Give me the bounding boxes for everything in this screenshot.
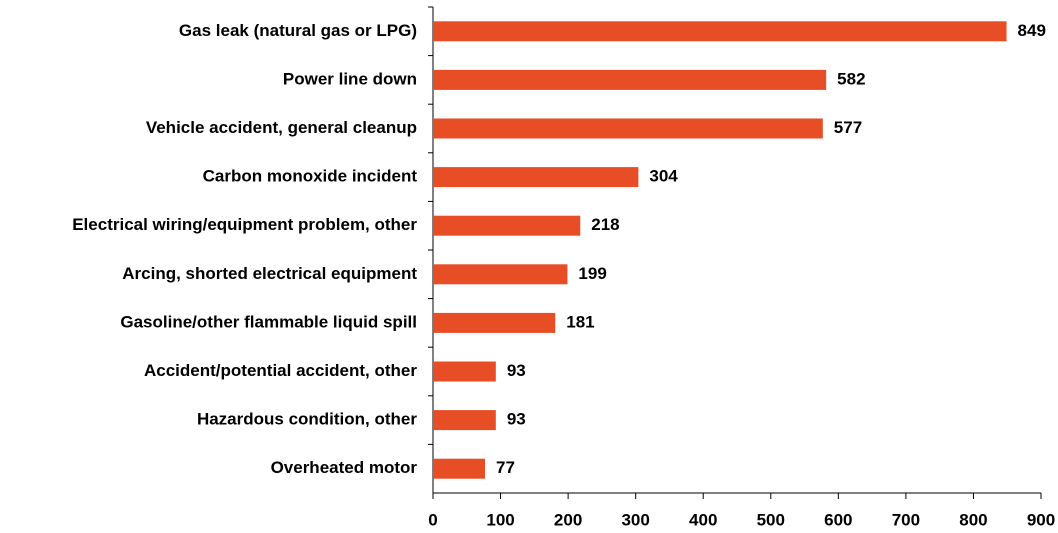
x-tick-label: 300 (621, 510, 649, 529)
y-tick-label: Power line down (283, 69, 417, 88)
y-tick-label: Overheated motor (271, 458, 418, 477)
bar (433, 69, 827, 90)
x-tick-label: 200 (554, 510, 582, 529)
y-tick-label: Vehicle accident, general cleanup (146, 118, 417, 137)
x-tick-label: 100 (486, 510, 514, 529)
bar (433, 215, 581, 236)
value-label: 181 (566, 312, 594, 331)
y-tick-label: Gasoline/other flammable liquid spill (120, 312, 417, 331)
bar (433, 167, 639, 188)
bar (433, 312, 556, 333)
y-tick-label: Carbon monoxide incident (203, 167, 418, 186)
x-tick-label: 800 (959, 510, 987, 529)
bar (433, 361, 496, 382)
value-label: 93 (507, 410, 526, 429)
value-label: 218 (591, 215, 619, 234)
x-tick-label: 400 (689, 510, 717, 529)
y-tick-label: Gas leak (natural gas or LPG) (179, 21, 417, 40)
bar (433, 410, 496, 431)
value-label: 199 (578, 264, 606, 283)
bar (433, 264, 568, 285)
x-tick-label: 700 (892, 510, 920, 529)
value-label: 304 (649, 167, 678, 186)
value-label: 582 (837, 69, 865, 88)
y-tick-label: Arcing, shorted electrical equipment (122, 264, 417, 283)
value-label: 77 (496, 458, 515, 477)
x-tick-label: 600 (824, 510, 852, 529)
bar (433, 21, 1007, 42)
y-tick-label: Accident/potential accident, other (144, 361, 417, 380)
value-label: 577 (834, 118, 862, 137)
x-tick-label: 900 (1027, 510, 1055, 529)
bar (433, 458, 486, 479)
x-tick-label: 0 (428, 510, 437, 529)
x-tick-label: 500 (757, 510, 785, 529)
y-tick-label: Electrical wiring/equipment problem, oth… (72, 215, 417, 234)
value-label: 849 (1018, 21, 1046, 40)
value-label: 93 (507, 361, 526, 380)
bar (433, 118, 823, 139)
y-tick-label: Hazardous condition, other (197, 410, 417, 429)
